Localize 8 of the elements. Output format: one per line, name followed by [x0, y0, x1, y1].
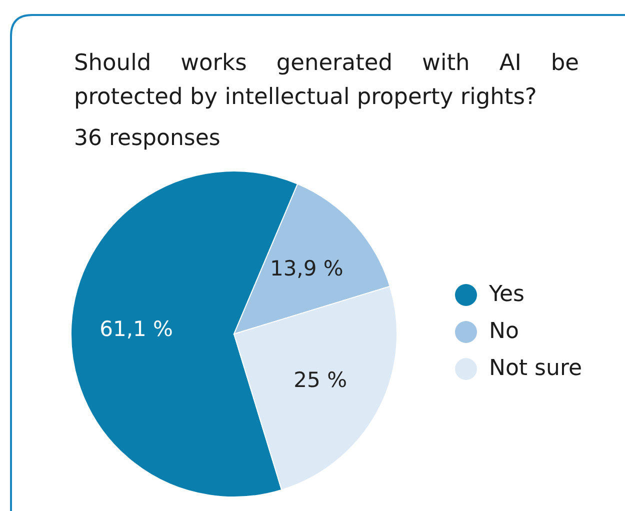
legend-label: Not sure — [489, 356, 582, 381]
chart-subtitle: 36 responses — [74, 126, 220, 151]
data-label: 13,9 % — [270, 256, 344, 281]
legend-label: Yes — [489, 282, 525, 307]
chart-title: Should works generated with AI be protected by intellectual property rights? — [74, 49, 579, 112]
data-label: 25 % — [294, 368, 348, 392]
data-label: 61,1 % — [100, 316, 174, 341]
legend-label: No — [489, 319, 519, 344]
